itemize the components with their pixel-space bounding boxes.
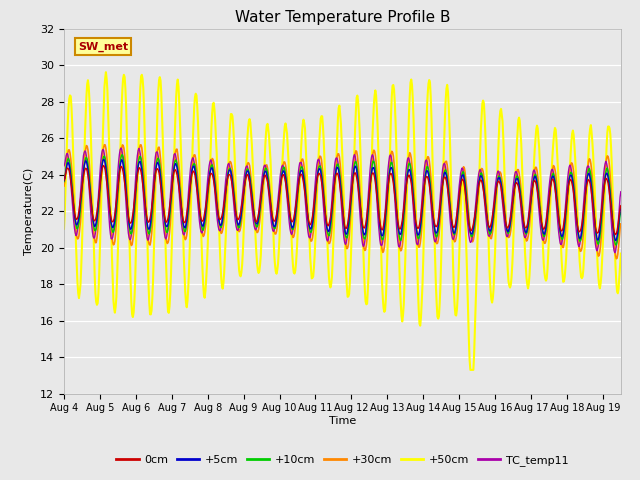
TC_temp11 xyxy=(611,250,619,255)
+10cm xyxy=(612,242,620,248)
X-axis label: Time: Time xyxy=(329,416,356,426)
+10cm xyxy=(617,209,625,215)
Line: 0cm: 0cm xyxy=(64,166,621,235)
Legend: 0cm, +5cm, +10cm, +30cm, +50cm, TC_temp11: 0cm, +5cm, +10cm, +30cm, +50cm, TC_temp1… xyxy=(112,450,573,470)
+30cm xyxy=(60,183,68,189)
Line: +10cm: +10cm xyxy=(64,155,621,245)
+10cm xyxy=(60,179,68,184)
+30cm xyxy=(230,181,237,187)
Line: TC_temp11: TC_temp11 xyxy=(64,148,621,252)
+5cm xyxy=(230,192,237,198)
+10cm xyxy=(118,152,126,157)
+50cm xyxy=(573,208,581,214)
0cm xyxy=(230,196,237,202)
+5cm xyxy=(60,178,68,183)
+50cm xyxy=(342,272,350,278)
Line: +5cm: +5cm xyxy=(64,159,621,240)
+30cm xyxy=(342,243,350,249)
TC_temp11 xyxy=(481,209,489,215)
TC_temp11 xyxy=(60,163,68,168)
+10cm xyxy=(481,197,489,203)
+30cm xyxy=(573,211,580,217)
+5cm xyxy=(573,217,580,223)
TC_temp11 xyxy=(573,231,580,237)
+30cm xyxy=(481,188,489,194)
+5cm xyxy=(182,222,190,228)
0cm xyxy=(573,217,580,223)
+10cm xyxy=(342,234,350,240)
+50cm xyxy=(182,300,190,306)
+50cm xyxy=(483,153,490,158)
+50cm xyxy=(230,136,237,142)
+50cm xyxy=(102,69,109,75)
+5cm xyxy=(591,225,599,230)
+10cm xyxy=(230,190,237,195)
TC_temp11 xyxy=(230,203,237,209)
0cm xyxy=(612,232,620,238)
+30cm xyxy=(617,221,625,227)
+50cm xyxy=(592,225,600,230)
+30cm xyxy=(100,142,108,147)
0cm xyxy=(617,203,625,208)
0cm xyxy=(591,224,599,229)
+30cm xyxy=(612,256,620,262)
TC_temp11 xyxy=(117,145,125,151)
TC_temp11 xyxy=(342,240,350,246)
0cm xyxy=(342,226,350,231)
+50cm xyxy=(60,226,68,232)
+50cm xyxy=(617,251,625,256)
Y-axis label: Temperature(C): Temperature(C) xyxy=(24,168,35,255)
+50cm xyxy=(467,367,474,373)
Text: SW_met: SW_met xyxy=(78,42,128,52)
0cm xyxy=(100,163,108,168)
+5cm xyxy=(617,205,625,211)
+30cm xyxy=(591,224,599,230)
TC_temp11 xyxy=(617,189,625,195)
+10cm xyxy=(182,227,190,232)
+5cm xyxy=(342,231,350,237)
+10cm xyxy=(573,216,580,221)
TC_temp11 xyxy=(182,221,190,227)
Title: Water Temperature Profile B: Water Temperature Profile B xyxy=(235,10,450,25)
+5cm xyxy=(100,156,108,162)
Line: +50cm: +50cm xyxy=(64,72,621,370)
+30cm xyxy=(182,236,190,241)
TC_temp11 xyxy=(591,241,599,247)
+10cm xyxy=(591,226,599,232)
Line: +30cm: +30cm xyxy=(64,144,621,259)
0cm xyxy=(182,216,190,222)
+5cm xyxy=(481,200,489,205)
0cm xyxy=(60,177,68,183)
+5cm xyxy=(612,238,620,243)
0cm xyxy=(481,203,489,208)
